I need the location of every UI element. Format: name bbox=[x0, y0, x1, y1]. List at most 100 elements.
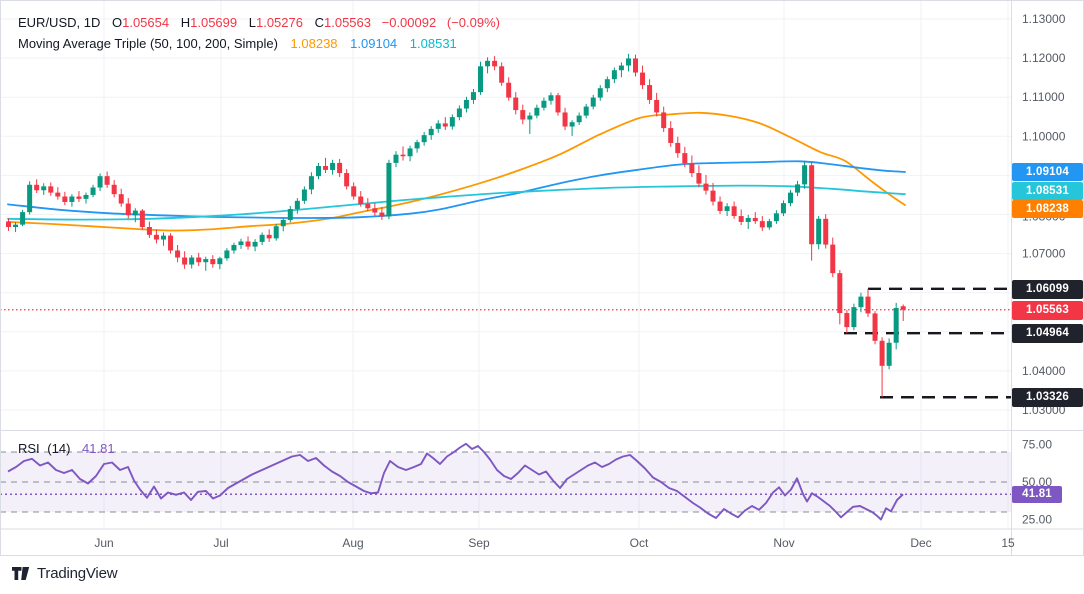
candle-body bbox=[661, 112, 667, 129]
candle-body bbox=[513, 97, 519, 111]
candle-body bbox=[851, 307, 857, 328]
price-badge: 1.08238 bbox=[1012, 199, 1083, 218]
candle-body bbox=[196, 257, 202, 263]
candle-body bbox=[675, 142, 681, 154]
ma100-value: 1.09104 bbox=[350, 36, 398, 51]
ma-indicator-title[interactable]: Moving Average Triple (50, 100, 200, Sim… bbox=[18, 36, 278, 51]
candle-body bbox=[590, 97, 596, 107]
ohlc-close: C1.05563 bbox=[314, 15, 371, 30]
ohlc-high: H1.05699 bbox=[180, 15, 238, 30]
axis-month-label: Oct bbox=[630, 536, 649, 550]
candle-body bbox=[245, 241, 251, 247]
candle-body bbox=[485, 60, 491, 67]
rsi-title[interactable]: RSI bbox=[18, 441, 40, 456]
candle-body bbox=[400, 154, 406, 157]
candle-body bbox=[795, 184, 801, 193]
axis-price-label: 1.07000 bbox=[1022, 247, 1066, 261]
candle-body bbox=[69, 196, 75, 202]
candle-body bbox=[886, 342, 892, 366]
candle-body bbox=[745, 218, 751, 222]
candle-body bbox=[294, 200, 300, 210]
candle-body bbox=[182, 257, 188, 265]
time-axis[interactable]: Jun Jul Aug Sep Oct Nov Dec 15 bbox=[94, 536, 1015, 550]
axis-rsi-label: 25.00 bbox=[1022, 513, 1052, 527]
candle-body bbox=[633, 58, 639, 73]
candle-body bbox=[252, 241, 258, 247]
candle-body bbox=[414, 142, 420, 149]
candle-body bbox=[27, 184, 33, 213]
candle-body bbox=[337, 162, 343, 174]
ma-legend-row[interactable]: Moving Average Triple (50, 100, 200, Sim… bbox=[18, 33, 500, 54]
candle-body bbox=[6, 221, 11, 228]
candle-body bbox=[62, 196, 68, 202]
axis-month-label: Dec bbox=[910, 536, 931, 550]
candle-body bbox=[76, 196, 82, 199]
candle-body bbox=[470, 92, 476, 100]
candle-body bbox=[625, 58, 631, 66]
candle-body bbox=[900, 306, 906, 310]
price-axis[interactable]: 1.130001.120001.110001.100001.080001.070… bbox=[1022, 12, 1066, 527]
candle-body bbox=[858, 296, 864, 308]
candle-body bbox=[97, 176, 103, 188]
candle-body bbox=[710, 190, 716, 202]
tradingview-logo-icon bbox=[12, 567, 30, 580]
candle-body bbox=[449, 117, 455, 127]
rsi-line bbox=[7, 442, 904, 521]
symbol-legend-row[interactable]: EUR/USD, 1D O1.05654 H1.05699 L1.05276 C… bbox=[18, 12, 500, 33]
candle-body bbox=[689, 163, 695, 174]
price-badge: 1.03326 bbox=[1012, 387, 1083, 407]
ohlc-low: L1.05276 bbox=[248, 15, 303, 30]
candle-body bbox=[534, 107, 540, 116]
candle-body bbox=[365, 203, 371, 209]
candle-body bbox=[125, 203, 131, 216]
candle-body bbox=[555, 95, 561, 113]
change-value: −0.00092 bbox=[381, 15, 437, 30]
candle-body bbox=[421, 135, 427, 143]
axis-price-label: 1.12000 bbox=[1022, 51, 1066, 65]
rsi-pane bbox=[0, 451, 1012, 513]
candle-body bbox=[541, 100, 547, 108]
axis-price-label: 1.04000 bbox=[1022, 364, 1066, 378]
candle-body bbox=[111, 184, 117, 195]
candle-body bbox=[351, 186, 357, 197]
candle-body bbox=[55, 192, 61, 197]
tradingview-logo[interactable]: TradingView bbox=[12, 565, 118, 582]
axis-price-label: 1.13000 bbox=[1022, 12, 1066, 26]
candle-body bbox=[153, 234, 159, 240]
candle-body bbox=[372, 208, 378, 213]
candle-body bbox=[893, 307, 899, 343]
rsi-value-badge: 41.81 bbox=[1012, 485, 1062, 503]
candle-body bbox=[407, 148, 413, 157]
axis-price-label: 1.11000 bbox=[1022, 90, 1065, 104]
candle-body bbox=[330, 162, 336, 170]
candle-body bbox=[20, 212, 26, 225]
candle-body bbox=[301, 189, 307, 201]
candle-body bbox=[379, 212, 385, 217]
symbol-title[interactable]: EUR/USD, 1D bbox=[18, 15, 101, 30]
candle-body bbox=[104, 176, 110, 185]
candle-body bbox=[238, 241, 244, 245]
candle-body bbox=[34, 184, 40, 191]
candle-body bbox=[456, 108, 462, 118]
candle-body bbox=[393, 154, 399, 163]
candle-body bbox=[146, 227, 152, 235]
candle-body bbox=[872, 313, 878, 341]
candle-body bbox=[780, 203, 786, 214]
candle-body bbox=[773, 213, 779, 222]
candle-body bbox=[865, 296, 871, 314]
chart-legend: EUR/USD, 1D O1.05654 H1.05699 L1.05276 C… bbox=[18, 12, 500, 54]
candle-body bbox=[682, 153, 688, 164]
candle-body bbox=[569, 122, 575, 127]
candle-body bbox=[175, 250, 181, 258]
axis-price-label: 1.03000 bbox=[1022, 403, 1066, 417]
price-badge: 1.05563 bbox=[1012, 300, 1083, 320]
candle-body bbox=[203, 259, 209, 263]
ma50-value: 1.08238 bbox=[290, 36, 338, 51]
candle-body bbox=[618, 65, 624, 71]
axis-month-label: Jul bbox=[213, 536, 228, 550]
candle-body bbox=[499, 66, 505, 83]
rsi-legend[interactable]: RSI (14) 41.81 bbox=[18, 441, 115, 456]
gridlines bbox=[0, 1, 1012, 529]
